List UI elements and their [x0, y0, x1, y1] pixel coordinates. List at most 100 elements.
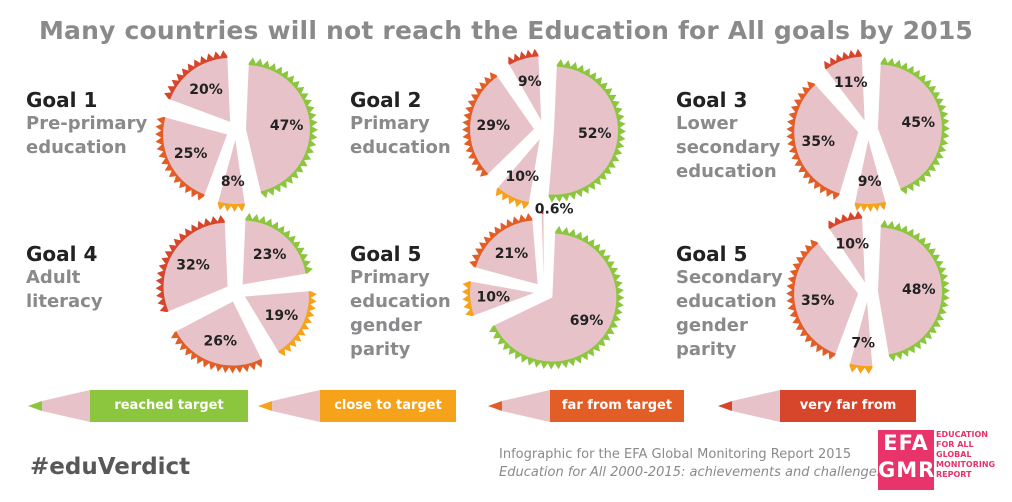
goal-description: Pre-primary education	[26, 113, 148, 158]
pie-edge-close-to-target	[278, 291, 317, 357]
pie-edge-very-far-from-target	[828, 210, 863, 230]
pie-edge-far-from-target	[786, 81, 840, 200]
goal-description: Secondary education gender parity	[676, 267, 783, 360]
pie-slice-far-from-target	[473, 218, 538, 285]
goal-3-label: Goal 3 Lower secondary education	[676, 88, 806, 184]
pie-value-label: 35%	[802, 134, 836, 150]
pie-edge-close-to-target	[462, 281, 475, 317]
pie-slice-far-from-target	[792, 241, 859, 356]
pie-edge-reached-target	[880, 56, 950, 195]
goal-name: Goal 2	[350, 88, 422, 112]
pie-value-label: 26%	[204, 333, 238, 349]
goal-1-label: Goal 1 Pre-primary education	[26, 88, 156, 160]
efa-gmr-logo: EFA GMR EDUCATION FOR ALL GLOBAL MONITOR…	[878, 430, 1008, 492]
pie-value-label: 35%	[801, 293, 835, 309]
goal-2-label: Goal 2 Primary education	[350, 88, 480, 160]
pie-slice-far-from-target	[792, 83, 859, 196]
pie-value-label: 9%	[858, 174, 882, 190]
pie-edge-far-from-target	[786, 239, 836, 360]
pie-slice-very-far-from-target	[508, 54, 542, 121]
pie-edge-reached-target	[248, 57, 318, 199]
legend-reached-target: reached target	[28, 390, 248, 422]
legend-label: reached target	[114, 398, 224, 413]
pie-value-label: 10%	[477, 290, 511, 306]
pie-edge-close-to-target	[849, 363, 873, 374]
pie-slice-reached-target	[245, 63, 312, 194]
pie-edge-close-to-target	[495, 187, 529, 210]
pencil-icon	[488, 390, 684, 422]
pie-slice-far-from-target	[174, 301, 263, 368]
goal-description: Lower secondary education	[676, 113, 781, 182]
pie-slice-very-far-from-target	[168, 55, 231, 122]
pie-edge-reached-target	[880, 219, 950, 362]
goal-5-primary-label: Goal 5 Primary education gender parity	[350, 242, 480, 362]
pie-edge-very-far-from-target	[541, 206, 544, 215]
pie-slice-close-to-target	[854, 139, 886, 206]
pie-edge-very-far-from-target	[155, 214, 225, 313]
pie-slice-close-to-target	[849, 301, 873, 368]
pie-edge-very-far-from-target	[164, 50, 228, 100]
pie-edge-close-to-target	[854, 201, 886, 212]
goal-5-secondary-label: Goal 5 Secondary education gender parity	[676, 242, 806, 362]
pie-slice-very-far-from-target	[541, 212, 544, 279]
pie-value-label: 10%	[836, 237, 870, 253]
legend-very-far-from-target: very far from target	[718, 390, 938, 445]
pie-value-label: 29%	[477, 118, 511, 134]
pie-edge-reached-target	[245, 212, 313, 274]
credit-line-1: Infographic for the EFA Global Monitorin…	[499, 447, 852, 462]
legend-label: far from target	[561, 398, 673, 413]
pencil-icon	[258, 390, 456, 422]
pie-value-label: 52%	[578, 126, 612, 142]
pie-slice-reached-target	[492, 231, 619, 364]
pie-value-label: 45%	[902, 115, 936, 131]
goal-name: Goal 4	[26, 242, 98, 266]
pie-chart-6: 48% 7% 35% 10%	[786, 210, 950, 374]
legend-label: close to target	[334, 398, 442, 413]
legend-label: very far from target	[799, 398, 897, 445]
credit-line-2: Education for All 2000-2015: achievement…	[499, 465, 884, 480]
goal-name: Goal 3	[676, 88, 748, 112]
pie-slice-very-far-from-target	[828, 216, 865, 283]
goal-description: Primary education	[350, 113, 451, 158]
pie-value-label: 48%	[902, 282, 936, 298]
pie-value-label: 32%	[176, 258, 210, 274]
infographic-title: Many countries will not reach the Educat…	[38, 16, 974, 45]
legend-close-to-target: close to target	[258, 390, 478, 422]
pie-edge-far-from-target	[469, 212, 533, 268]
pie-chart-4: 23% 19% 26% 32%	[155, 212, 317, 374]
pie-edge-far-from-target	[155, 116, 205, 201]
pie-edge-far-from-target	[170, 331, 263, 374]
pie-value-label: 20%	[189, 82, 223, 98]
pie-chart-1: 47% 8% 25% 20%	[155, 50, 318, 212]
pie-value-label: 9%	[518, 74, 542, 90]
pie-slice-far-from-target	[468, 74, 535, 176]
pie-value-label: 23%	[253, 247, 287, 263]
pie-slice-reached-target	[242, 218, 308, 285]
pie-value-label: 21%	[495, 246, 529, 262]
goal-name: Goal 5	[676, 242, 748, 266]
pencil-icon	[718, 390, 916, 422]
logo-words: EDUCATION FOR ALL GLOBAL MONITORING REPO…	[936, 430, 996, 479]
pie-slice-reached-target	[548, 64, 620, 197]
pie-value-label: 69%	[570, 313, 604, 329]
goal-description: Adult literacy	[26, 267, 103, 312]
goal-description: Primary education gender parity	[350, 267, 451, 360]
pie-value-label: 11%	[834, 75, 868, 91]
pie-slice-close-to-target	[468, 281, 535, 317]
hashtag: #eduVerdict	[30, 454, 191, 480]
pie-edge-very-far-from-target	[508, 48, 539, 65]
pie-chart-3: 45% 9% 35% 11%	[786, 48, 950, 212]
pie-value-label: 47%	[270, 118, 304, 134]
pie-slice-close-to-target	[496, 139, 540, 205]
pie-edge-very-far-from-target	[824, 48, 862, 70]
pie-value-label: 8%	[221, 174, 245, 190]
goal-name: Goal 5	[350, 242, 422, 266]
pie-slice-reached-target	[877, 225, 945, 357]
pie-chart-2: 52% 10% 29% 9%	[462, 48, 626, 210]
pie-edge-close-to-target	[217, 201, 245, 212]
pie-slice-very-far-from-target	[824, 54, 865, 121]
pie-slice-reached-target	[877, 62, 944, 191]
pie-value-label: 19%	[265, 308, 299, 324]
pie-value-label: 0.6%	[535, 202, 574, 218]
